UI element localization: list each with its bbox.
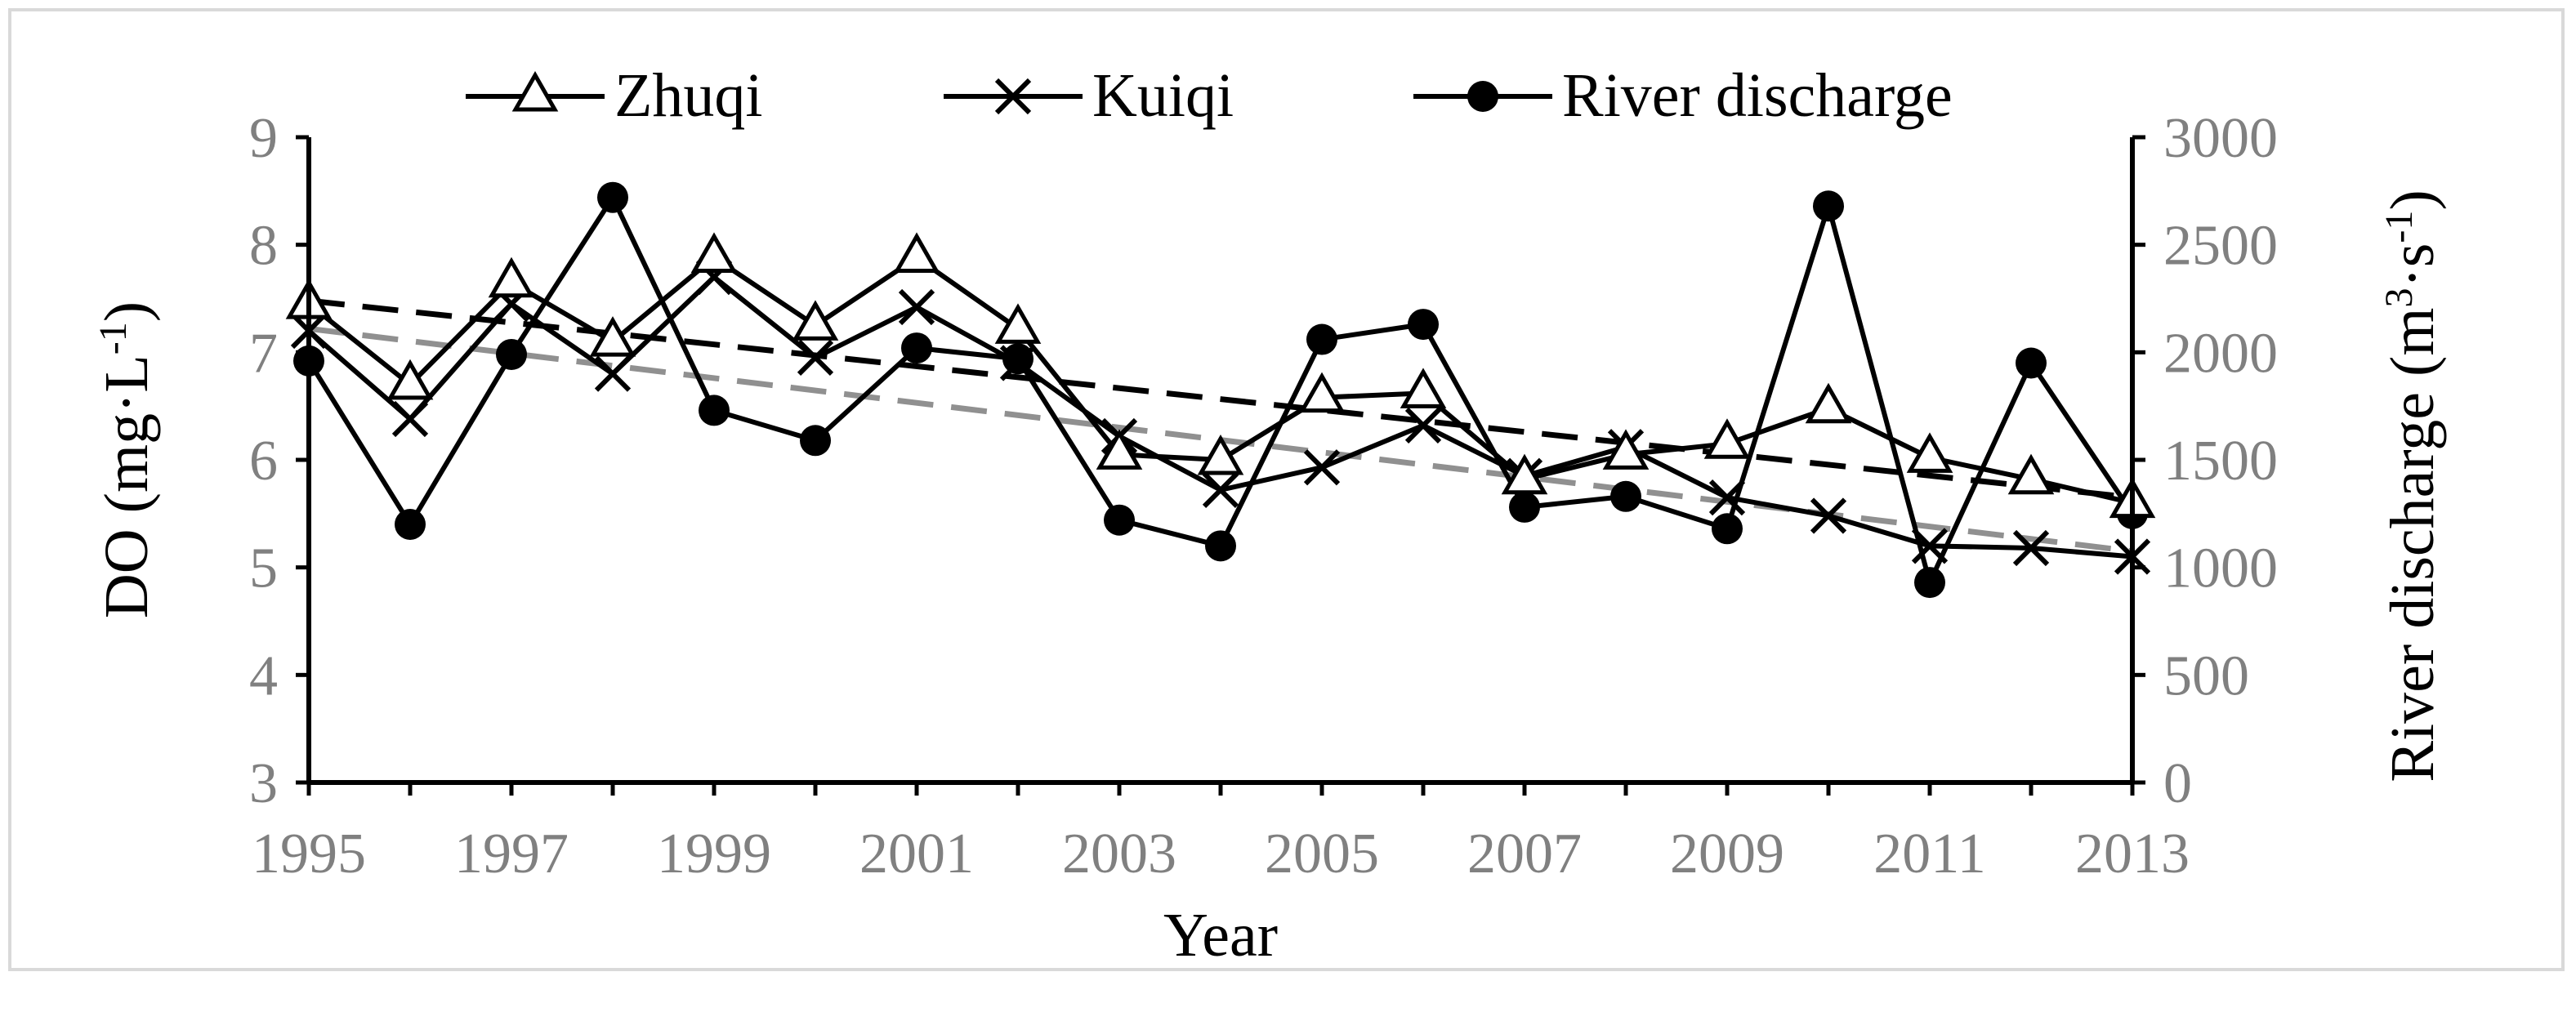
- legend-label-kuiqi: Kuiqi: [1092, 61, 1234, 130]
- left-y-tick-label: 5: [249, 537, 278, 600]
- left-y-tick-label: 3: [249, 752, 278, 815]
- point-kuiqi-1998: [594, 355, 632, 392]
- right-y-tick-label: 1000: [2163, 537, 2278, 600]
- left-y-title-sup: -1: [92, 322, 135, 354]
- legend: Zhuqi Kuiqi River discharge: [466, 61, 1953, 130]
- point-river-discharge-2007: [1509, 491, 1540, 523]
- point-river-discharge-2005: [1306, 323, 1337, 355]
- point-zhuqi-2008: [1602, 429, 1650, 470]
- x-tick-label: 2007: [1467, 823, 1582, 885]
- left-y-title-main: DO (mg·L: [92, 354, 161, 618]
- point-river-discharge-1999: [699, 395, 730, 426]
- left-y-tick-label: 6: [249, 430, 278, 493]
- legend-label-river-discharge: River discharge: [1562, 61, 1953, 130]
- point-zhuqi-2012: [2007, 453, 2055, 495]
- right-y-tick-label: 500: [2163, 644, 2249, 707]
- legend-marker-zhuqi: [511, 70, 559, 112]
- x-tick-label: 1995: [252, 823, 366, 885]
- point-river-discharge-1996: [395, 509, 426, 540]
- right-y-title-mid: ·s: [2378, 243, 2447, 288]
- point-kuiqi-2012: [2012, 529, 2050, 567]
- x-tick-label: 1999: [657, 823, 771, 885]
- point-river-discharge-2000: [800, 425, 831, 457]
- legend-item-river-discharge: River discharge: [1413, 61, 1953, 130]
- x-axis-title: Year: [1163, 901, 1278, 970]
- legend-item-zhuqi: Zhuqi: [466, 61, 763, 130]
- point-zhuqi-1996: [386, 359, 434, 400]
- legend-label-zhuqi: Zhuqi: [614, 61, 763, 130]
- left-y-tick-label: 9: [249, 107, 278, 170]
- point-zhuqi-2009: [1703, 418, 1751, 459]
- point-river-discharge-2012: [2016, 347, 2047, 379]
- point-kuiqi-2010: [1810, 497, 1847, 534]
- x-tick-label: 1997: [454, 823, 569, 885]
- point-kuiqi-2005: [1303, 449, 1341, 486]
- x-tick-label: 2013: [2075, 823, 2190, 885]
- left-y-tick-label: 8: [249, 215, 278, 278]
- point-river-discharge-2011: [1914, 567, 1945, 599]
- legend-item-kuiqi: Kuiqi: [944, 61, 1234, 130]
- x-tick-label: 2005: [1265, 823, 1379, 885]
- right-y-axis-title: River discharge (m3·s-1): [2377, 189, 2448, 782]
- right-y-tick-label: 2000: [2163, 322, 2278, 385]
- x-tick-label: 2003: [1062, 823, 1176, 885]
- right-y-tick-label: 0: [2163, 752, 2192, 815]
- axis-ticks: [296, 135, 2145, 796]
- left-y-tick-label: 4: [249, 644, 278, 707]
- right-y-tick-label: 1500: [2163, 430, 2278, 493]
- left-y-tick-labels: 3 4 5 6 7 8 9: [249, 107, 278, 815]
- point-kuiqi-2002: [999, 345, 1037, 381]
- right-y-title-sup1: 3: [2377, 288, 2421, 308]
- point-zhuqi-2006: [1400, 368, 1447, 408]
- left-y-title-end: ): [92, 301, 161, 322]
- point-river-discharge-2003: [1104, 504, 1135, 536]
- right-y-title-end: ): [2378, 189, 2447, 210]
- right-y-title-main: River discharge (m: [2378, 308, 2447, 782]
- x-tick-label: 2009: [1670, 823, 1784, 885]
- point-river-discharge-1997: [496, 338, 527, 370]
- right-y-title-sup2: -1: [2377, 211, 2421, 243]
- point-kuiqi-1996: [391, 400, 429, 438]
- point-zhuqi-2010: [1805, 382, 1852, 424]
- point-kuiqi-2006: [1404, 407, 1442, 444]
- right-y-tick-label: 2500: [2163, 215, 2278, 278]
- legend-marker-kuiqi: [994, 78, 1032, 115]
- point-kuiqi-2011: [1911, 528, 1949, 564]
- point-river-discharge-2008: [1610, 480, 1641, 512]
- right-y-tick-labels: 0 500 1000 1500 2000 2500 3000: [2163, 107, 2278, 815]
- point-river-discharge-2010: [1813, 190, 1844, 222]
- point-zhuqi-1997: [488, 256, 535, 298]
- x-tick-label: 2001: [859, 823, 974, 885]
- point-zhuqi-2011: [1906, 432, 1953, 473]
- point-zhuqi-2001: [893, 232, 940, 273]
- point-river-discharge-2002: [1002, 343, 1034, 375]
- point-river-discharge-2006: [1408, 309, 1439, 341]
- left-y-axis-title: DO (mg·L-1): [92, 301, 162, 618]
- point-river-discharge-1998: [597, 181, 628, 213]
- point-zhuqi-2003: [1096, 429, 1143, 470]
- x-tick-label: 2011: [1873, 823, 1985, 885]
- point-zhuqi-2002: [994, 303, 1042, 344]
- point-zhuqi-2000: [792, 300, 839, 341]
- point-zhuqi-1998: [589, 316, 636, 357]
- plot-area: [285, 135, 2156, 796]
- point-kuiqi-2004: [1202, 471, 1239, 508]
- point-zhuqi-1999: [690, 232, 738, 273]
- point-river-discharge-2009: [1712, 513, 1743, 545]
- x-tick-labels: 1995 1997 1999 2001 2003 2005 2007 2009 2011 2013: [252, 823, 2190, 885]
- point-kuiqi-2009: [1708, 479, 1746, 516]
- point-kuiqi-2000: [797, 339, 834, 377]
- legend-marker-river-discharge: [1467, 81, 1498, 112]
- point-zhuqi-2004: [1197, 434, 1244, 475]
- trendline-1: [308, 297, 2133, 501]
- left-y-tick-label: 7: [249, 322, 278, 385]
- point-zhuqi-2005: [1298, 372, 1346, 413]
- right-y-tick-label: 3000: [2163, 107, 2278, 170]
- point-river-discharge-2004: [1205, 530, 1236, 562]
- point-zhuqi-2007: [1501, 453, 1548, 495]
- point-river-discharge-2001: [901, 332, 932, 364]
- point-kuiqi-2001: [898, 288, 935, 326]
